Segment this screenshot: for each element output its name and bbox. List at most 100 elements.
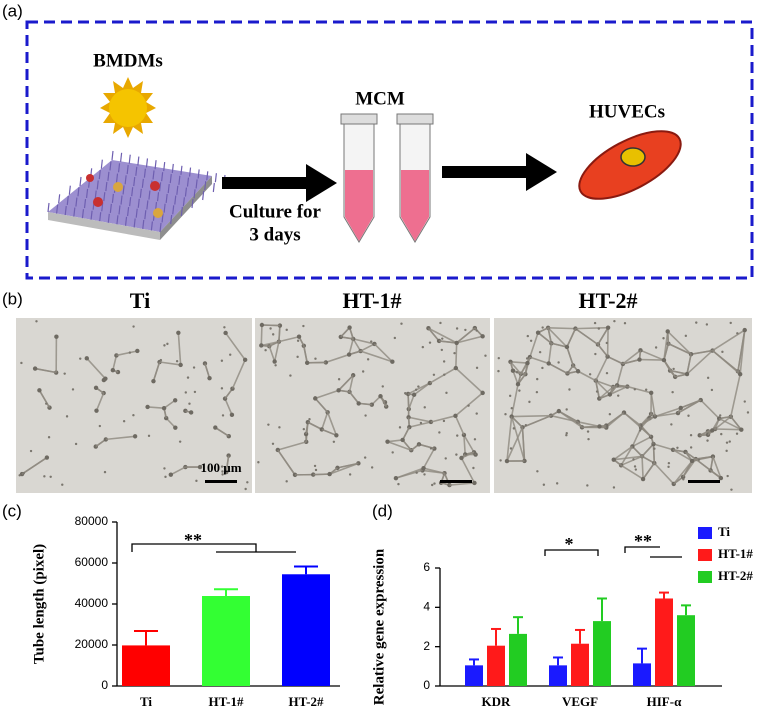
tube-segment [307, 421, 323, 431]
spike [85, 188, 89, 199]
cell-cluster [242, 357, 248, 363]
cell [314, 468, 318, 472]
spike [154, 160, 157, 170]
cell [35, 320, 38, 323]
schematic-label: BMDMs [93, 50, 163, 71]
cell [743, 400, 746, 403]
cell [541, 366, 544, 370]
cell [475, 366, 479, 370]
cell [20, 361, 23, 365]
tube-segment [214, 426, 230, 437]
cell-cluster [648, 390, 654, 396]
spike [79, 176, 82, 187]
tube-segment [422, 448, 436, 469]
spike [146, 200, 149, 210]
cell [695, 321, 698, 324]
spike [111, 150, 114, 161]
tube-segment [594, 380, 601, 399]
tube-segment [566, 346, 574, 366]
cell-cluster [44, 455, 50, 460]
cell [229, 353, 232, 356]
tube-segment [360, 343, 375, 352]
cell-cluster [101, 377, 107, 383]
tube-segment [575, 326, 609, 330]
cell-cluster [436, 338, 442, 344]
cell [221, 470, 224, 473]
tube-segment [326, 412, 338, 436]
tube-segment [177, 332, 182, 365]
cell [725, 449, 728, 453]
cell [302, 427, 306, 431]
cell-cluster [259, 322, 265, 328]
cell [529, 339, 533, 342]
cell [192, 366, 196, 369]
tube-segment [268, 345, 276, 362]
cell-cluster [54, 334, 59, 339]
tube-segment [712, 456, 722, 479]
tube-segment [620, 446, 634, 466]
tube-segment [273, 341, 280, 362]
cell [594, 352, 597, 356]
cell [393, 336, 397, 340]
cell [337, 378, 341, 381]
cell [98, 424, 102, 428]
spike [117, 163, 121, 173]
cell-cluster [292, 472, 298, 478]
tube-segment [669, 369, 688, 375]
tube-segment [640, 349, 665, 361]
tube-segment [105, 435, 136, 441]
bar [633, 663, 651, 686]
tube-segment [260, 324, 263, 346]
cell-cluster [546, 361, 551, 366]
cell-cluster [400, 437, 405, 443]
spike [115, 173, 119, 183]
y-tick-label: 4 [423, 600, 430, 614]
cell [697, 458, 701, 461]
tube-segment [348, 375, 354, 393]
tube-segment [642, 462, 655, 480]
tube-segment [34, 367, 57, 374]
cell [687, 414, 690, 417]
cell [332, 440, 336, 444]
cell [221, 473, 224, 476]
cell-cluster [151, 378, 156, 384]
spike [163, 203, 166, 213]
tube-segment [712, 329, 746, 352]
cell [504, 413, 507, 416]
tube-segment [231, 359, 246, 389]
cell-cluster [480, 390, 485, 396]
cell [163, 344, 166, 347]
cell-cluster [385, 439, 390, 444]
y-tick-label: 80000 [75, 514, 109, 528]
cell-cluster [638, 348, 643, 353]
cell [29, 449, 33, 453]
cell [455, 327, 459, 330]
cell [605, 355, 608, 358]
spike [56, 204, 59, 214]
tube-segment [348, 338, 354, 355]
spike [77, 187, 80, 197]
cell [719, 414, 722, 417]
cell [296, 355, 299, 359]
cell [45, 402, 48, 405]
spike [180, 206, 183, 217]
cell [289, 374, 292, 377]
cell [729, 321, 732, 325]
spike [171, 163, 174, 173]
spike [96, 180, 99, 190]
legend-swatch [698, 571, 712, 583]
cell [555, 482, 559, 485]
cell-cluster [207, 375, 212, 381]
cell-cluster [742, 327, 747, 333]
tube-segment [730, 416, 742, 431]
tube-segment [409, 421, 432, 428]
tube-segment [387, 439, 403, 443]
cell [47, 436, 51, 439]
cell [442, 360, 446, 363]
spike [122, 185, 125, 195]
tube-segment [325, 353, 350, 364]
cell [515, 371, 519, 374]
tube-segment [21, 456, 48, 475]
cell [667, 465, 670, 469]
